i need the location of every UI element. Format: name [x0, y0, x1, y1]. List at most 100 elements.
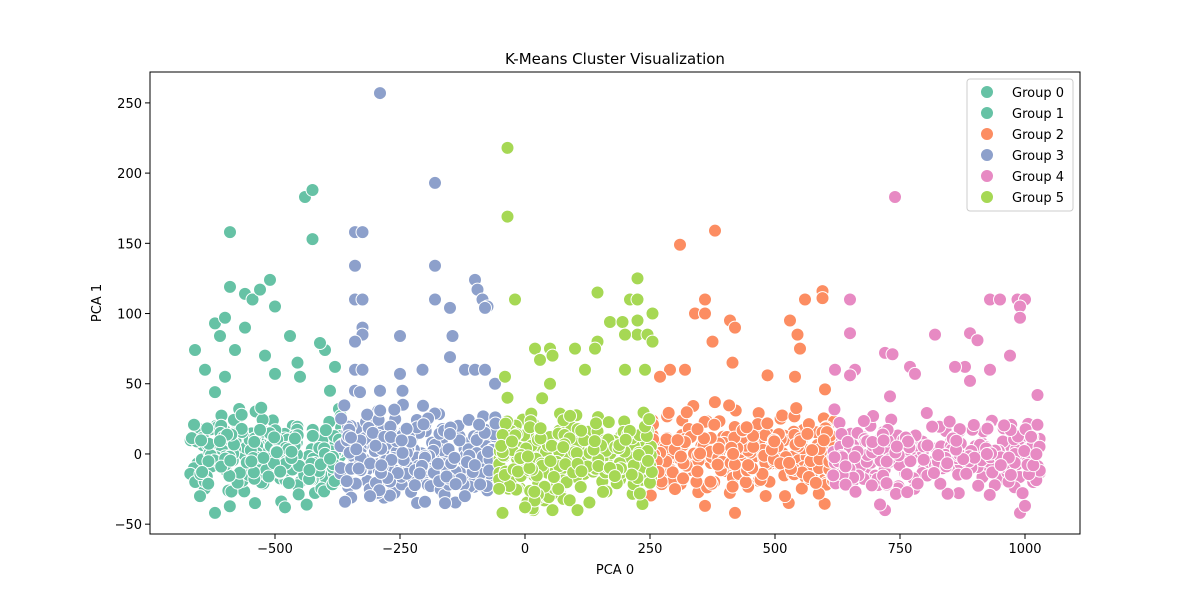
y-tick-label: 0	[134, 448, 142, 463]
data-point	[247, 434, 262, 449]
data-point	[299, 497, 314, 512]
data-point	[305, 428, 320, 443]
data-point	[222, 499, 237, 514]
data-point	[443, 300, 457, 315]
data-point	[573, 479, 588, 494]
data-point	[508, 292, 522, 307]
y-tick-label: 50	[125, 378, 142, 393]
data-point	[473, 477, 488, 492]
data-point	[668, 482, 682, 497]
data-point	[793, 341, 807, 356]
data-point	[640, 453, 655, 468]
data-point	[630, 292, 645, 307]
data-point	[590, 285, 605, 300]
data-point	[775, 408, 790, 423]
data-point	[722, 398, 737, 413]
data-point	[928, 327, 942, 342]
data-point	[725, 355, 740, 370]
legend-label: Group 2	[1012, 128, 1064, 143]
data-point	[728, 505, 742, 520]
data-point	[198, 362, 212, 377]
data-point	[395, 383, 410, 398]
data-point	[287, 431, 302, 446]
data-point	[212, 434, 227, 449]
data-point	[966, 418, 981, 433]
data-point	[527, 484, 542, 499]
data-point	[533, 352, 547, 367]
data-point	[707, 395, 722, 410]
data-point	[498, 369, 512, 384]
data-point	[488, 376, 502, 391]
data-point	[982, 487, 997, 502]
data-point	[355, 362, 370, 377]
data-point	[543, 376, 557, 391]
data-point	[495, 505, 510, 520]
data-point	[663, 362, 677, 377]
data-point	[710, 457, 725, 472]
data-point	[925, 419, 940, 434]
data-point	[778, 489, 792, 504]
data-point	[253, 282, 267, 297]
data-point	[305, 182, 320, 197]
data-point	[856, 413, 871, 428]
legend-label: Group 5	[1012, 191, 1064, 206]
x-axis-title: PCA 0	[596, 563, 634, 578]
series-group-4	[826, 189, 1047, 520]
data-point	[693, 446, 708, 461]
data-point	[291, 487, 306, 502]
data-point	[1024, 429, 1039, 444]
data-point	[728, 320, 742, 335]
data-point	[618, 327, 632, 342]
data-point	[828, 362, 842, 377]
data-point	[193, 489, 207, 504]
data-point	[827, 450, 842, 465]
data-point	[522, 461, 537, 476]
data-point	[290, 355, 305, 370]
data-point	[920, 438, 935, 453]
data-point	[665, 465, 680, 480]
data-point	[201, 476, 216, 491]
data-point	[847, 450, 862, 465]
data-point	[520, 449, 535, 464]
data-point	[323, 451, 338, 466]
data-point	[218, 310, 232, 325]
data-point	[418, 494, 432, 509]
data-point	[679, 405, 694, 420]
legend: Group 0 Group 1 Group 2 Group 3 Group 4 Group…	[966, 78, 1074, 212]
data-point	[208, 385, 222, 400]
data-point	[963, 373, 977, 388]
data-point	[980, 421, 995, 436]
data-point	[789, 401, 804, 416]
data-point	[808, 475, 823, 490]
legend-marker	[980, 169, 994, 183]
y-tick-label: 250	[117, 97, 142, 112]
data-point	[305, 232, 320, 247]
data-point	[971, 478, 986, 493]
data-point	[393, 329, 407, 343]
data-point	[760, 416, 775, 431]
data-point	[533, 421, 548, 436]
data-point	[993, 458, 1008, 473]
data-point	[970, 333, 985, 348]
chart-title: K-Means Cluster Visualization	[505, 50, 725, 68]
data-point	[1029, 447, 1044, 462]
data-point	[949, 433, 964, 448]
data-point	[492, 481, 507, 496]
series-group-5	[492, 140, 660, 520]
data-point	[790, 327, 805, 342]
data-point	[200, 421, 215, 436]
data-point	[948, 359, 962, 374]
data-point	[337, 398, 352, 413]
data-point	[187, 417, 202, 432]
data-point	[601, 415, 616, 430]
x-tick-label: −250	[382, 542, 418, 557]
data-point	[767, 434, 782, 449]
data-point	[348, 334, 362, 349]
data-point	[800, 426, 815, 441]
data-point	[645, 306, 660, 321]
legend-marker	[980, 190, 994, 204]
data-point	[500, 390, 515, 405]
data-point	[428, 258, 442, 273]
data-point	[387, 402, 402, 417]
data-point	[430, 456, 445, 471]
